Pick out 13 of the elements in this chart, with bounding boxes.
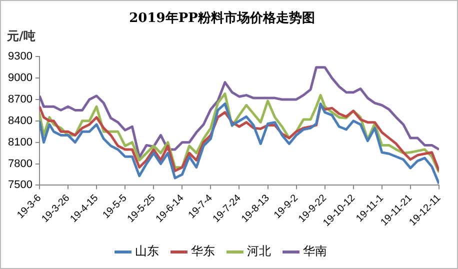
legend-label: 山东	[135, 244, 159, 258]
legend-label: 河北	[247, 244, 271, 258]
y-tick-label: 7500	[8, 179, 32, 192]
y-axis-title: 元/吨	[7, 28, 36, 45]
y-tick-label: 9000	[8, 72, 32, 84]
y-tick-label: 8100	[8, 136, 32, 148]
y-tick-label: 9300	[8, 50, 32, 63]
y-tick-label: 8400	[8, 114, 32, 127]
legend-label: 华东	[191, 244, 215, 258]
chart-title: 2019年PP粉料市场价格走势图	[129, 10, 315, 26]
legend-label: 华南	[303, 244, 327, 258]
y-tick-label: 7800	[8, 158, 32, 170]
y-tick-label: 8700	[8, 94, 32, 106]
